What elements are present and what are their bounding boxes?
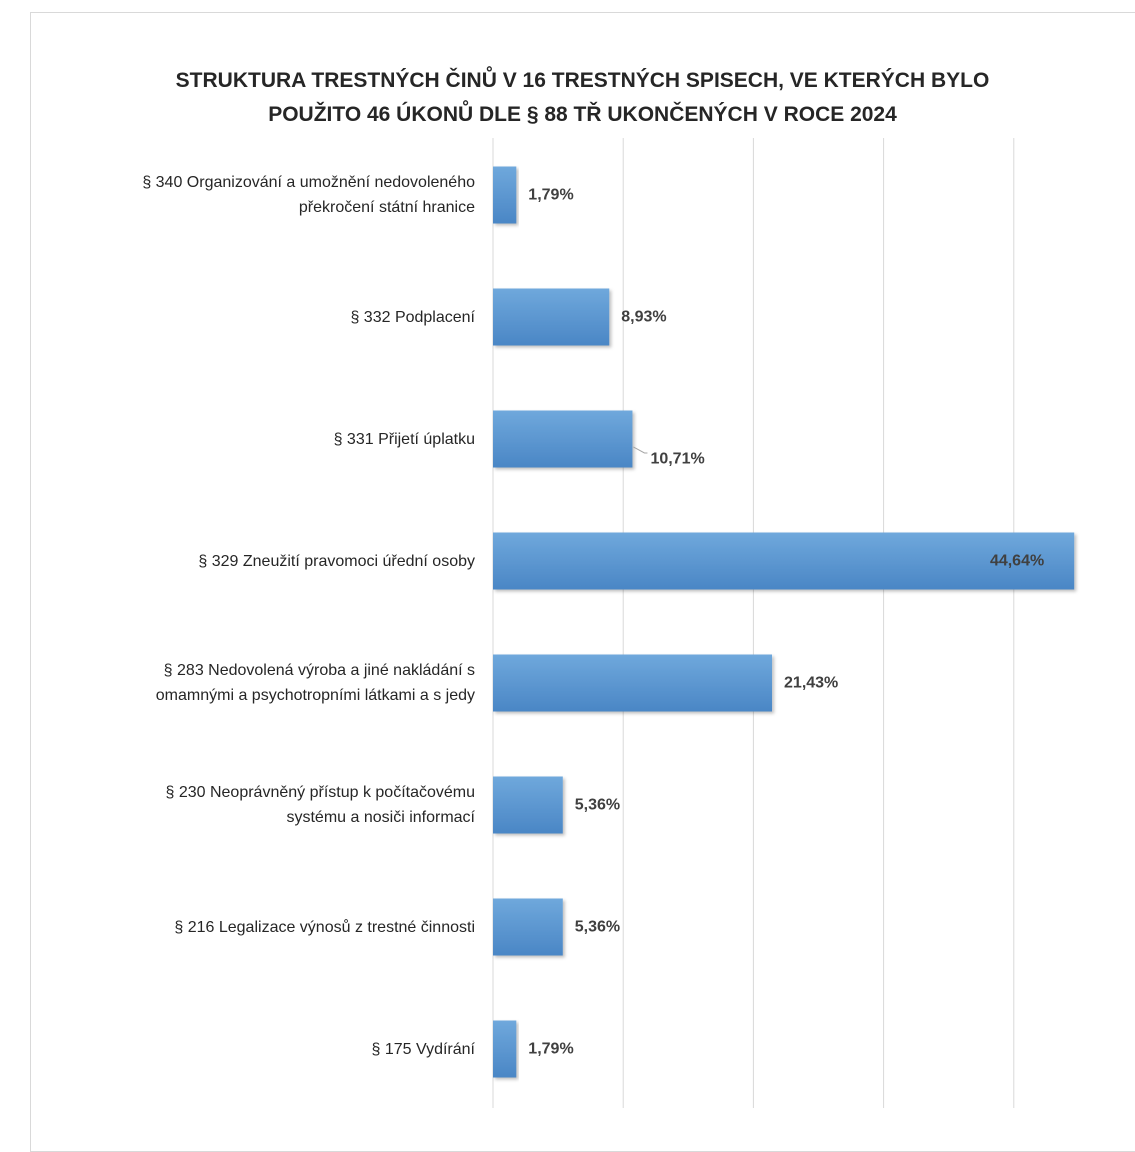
category-label-1-line-0: § 332 Podplacení [350, 308, 475, 326]
category-label-5-line-1: systému a nosiči informací [286, 809, 475, 826]
bar-4 [493, 654, 773, 712]
value-label-4: 21,43% [784, 675, 838, 692]
category-label-2-line-0: § 331 Přijetí úplatku [333, 430, 475, 448]
category-label-2: § 331 Přijetí úplatku [334, 427, 475, 452]
category-label-4: § 283 Nedovolená výroba a jiné nakládání… [156, 658, 475, 708]
category-label-0-line-0: § 340 Organizování a umožnění nedovolené… [142, 174, 475, 191]
chart-title-line-1: STRUKTURA TRESTNÝCH ČINŮ V 16 TRESTNÝCH … [175, 69, 990, 92]
category-label-4-line-1: omamnými a psychotropními látkami a s je… [155, 687, 475, 704]
category-label-6: § 216 Legalizace výnosů z trestné činnos… [174, 915, 475, 940]
bar-7 [493, 1020, 517, 1078]
bar-3 [493, 532, 1075, 590]
value-label-1: 8,93% [621, 309, 666, 326]
leader-line-2 [633, 446, 648, 454]
value-label-3: 44,64% [990, 553, 1044, 570]
value-label-5: 5,36% [575, 797, 620, 814]
category-label-6-line-0: § 216 Legalizace výnosů z trestné činnos… [174, 918, 475, 936]
category-label-5-line-0: § 230 Neoprávněný přístup k počítačovému [165, 784, 475, 801]
bar-5 [493, 776, 563, 834]
bar-6 [493, 898, 563, 956]
bar-2 [493, 410, 633, 468]
category-label-7: § 175 Vydírání [372, 1037, 475, 1062]
value-label-2: 10,71% [650, 451, 704, 468]
value-label-7: 1,79% [528, 1041, 573, 1058]
category-label-0: § 340 Organizování a umožnění nedovolené… [142, 170, 475, 220]
bar-1 [493, 288, 610, 346]
bar-0 [493, 166, 517, 224]
chart-title: STRUKTURA TRESTNÝCH ČINŮ V 16 TRESTNÝCH … [30, 64, 1135, 132]
category-label-4-line-0: § 283 Nedovolená výroba a jiné nakládání… [163, 662, 475, 679]
category-label-3: § 329 Zneužití pravomoci úřední osoby [198, 549, 475, 574]
category-label-3-line-0: § 329 Zneužití pravomoci úřední osoby [198, 552, 475, 570]
category-label-0-line-1: překročení státní hranice [298, 199, 475, 216]
category-label-7-line-0: § 175 Vydírání [371, 1040, 475, 1058]
value-label-6: 5,36% [575, 919, 620, 936]
chart-title-line-2: POUŽITO 46 ÚKONŮ DLE § 88 TŘ UKONČENÝCH … [268, 103, 897, 126]
value-label-0: 1,79% [528, 187, 573, 204]
category-label-5: § 230 Neoprávněný přístup k počítačovému… [165, 780, 475, 830]
category-label-1: § 332 Podplacení [350, 305, 475, 330]
